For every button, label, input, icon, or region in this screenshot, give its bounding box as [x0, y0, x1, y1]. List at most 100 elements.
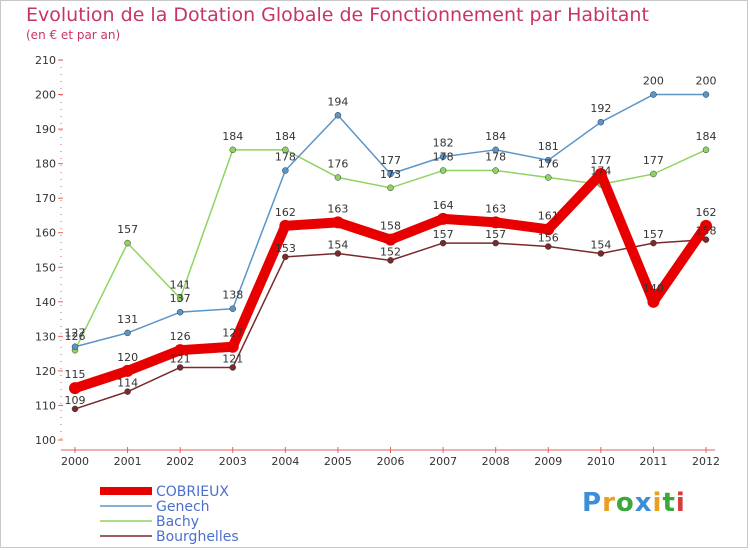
data-label: 152: [380, 245, 401, 258]
data-point: [226, 340, 239, 353]
data-label: 200: [643, 75, 664, 88]
y-tick-label: 130: [35, 330, 56, 343]
chart-subtitle: (en € et par an): [26, 28, 121, 42]
data-label: 194: [327, 95, 348, 108]
data-point: [176, 295, 184, 302]
x-tick-label: 2011: [639, 455, 667, 468]
legend-item-cobrieux: COBRIEUX: [100, 483, 239, 500]
data-label: 162: [696, 206, 717, 219]
data-label: 182: [433, 137, 454, 150]
data-label: 176: [538, 157, 559, 170]
data-point: [650, 91, 657, 98]
data-point: [702, 236, 710, 243]
logo-letter: i: [652, 488, 663, 518]
data-label: 121: [170, 352, 191, 365]
data-point: [124, 329, 131, 337]
data-point: [279, 219, 292, 232]
legend-label: Bourghelles: [156, 528, 239, 545]
data-label: 127: [222, 327, 243, 340]
data-label: 126: [65, 330, 86, 343]
series-line-bourghelles: [74, 238, 707, 410]
legend-label: COBRIEUX: [156, 483, 229, 500]
data-label: 173: [380, 168, 401, 181]
data-label: 174: [590, 164, 611, 177]
data-label: 158: [380, 220, 401, 233]
data-label: 137: [170, 292, 191, 305]
logo-letter: r: [602, 488, 616, 518]
legend-swatch: [100, 487, 152, 495]
y-tick-label: 140: [35, 296, 56, 309]
data-label: 153: [275, 242, 296, 255]
data-label: 181: [538, 140, 559, 153]
data-label: 177: [380, 154, 401, 167]
data-point: [594, 168, 607, 180]
data-point: [439, 239, 447, 247]
data-point: [384, 233, 397, 246]
data-label: 177: [643, 154, 664, 167]
legend-swatch: [100, 535, 152, 537]
data-label: 161: [538, 209, 559, 222]
data-point: [542, 223, 555, 236]
data-point: [437, 212, 450, 225]
x-tick-label: 2003: [219, 455, 247, 468]
data-point: [176, 364, 184, 371]
x-tick-label: 2009: [534, 455, 562, 468]
data-label: 176: [327, 157, 348, 170]
data-point: [69, 382, 81, 395]
y-tick-label: 180: [35, 158, 56, 171]
legend-swatch: [100, 505, 152, 507]
x-tick-label: 2005: [324, 455, 352, 468]
y-tick-label: 120: [35, 365, 56, 378]
legend-item-genech: Genech: [100, 498, 239, 515]
legend-label: Genech: [156, 498, 210, 515]
x-tick-label: 2007: [429, 455, 457, 468]
data-label: 192: [590, 102, 611, 115]
y-tick-label: 100: [35, 434, 56, 447]
data-point: [124, 388, 131, 395]
data-point: [702, 91, 710, 98]
y-tick-label: 150: [35, 261, 56, 274]
data-label: 154: [327, 238, 348, 251]
logo-letter: o: [615, 488, 635, 518]
x-tick-label: 2008: [482, 455, 510, 468]
legend-item-bachy: Bachy: [100, 514, 239, 530]
data-point: [334, 250, 342, 257]
data-point: [282, 167, 289, 174]
data-point: [176, 308, 184, 316]
data-label: 157: [433, 228, 454, 241]
data-point: [174, 344, 187, 357]
data-point: [387, 184, 394, 192]
y-tick-label: 190: [35, 123, 56, 136]
data-label: 120: [117, 351, 138, 364]
logo-letter: t: [662, 488, 676, 518]
data-point: [545, 174, 552, 181]
y-tick-label: 160: [35, 227, 56, 240]
data-label: 140: [643, 282, 664, 295]
logo-letter: x: [634, 488, 653, 518]
data-label: 126: [170, 330, 191, 343]
y-tick-label: 170: [35, 192, 56, 205]
x-tick-label: 2012: [692, 455, 720, 468]
logo-letter: P: [582, 488, 603, 518]
data-label: 184: [222, 130, 243, 143]
data-label: 157: [117, 223, 138, 236]
data-label: 184: [485, 130, 506, 143]
data-label: 157: [643, 228, 664, 241]
data-point: [545, 156, 552, 164]
data-point: [492, 239, 499, 247]
data-point: [650, 239, 657, 247]
data-point: [229, 364, 236, 371]
y-tick-label: 200: [35, 89, 56, 102]
legend: COBRIEUX Genech Bachy Bourghelles: [100, 483, 239, 545]
data-point: [229, 305, 236, 312]
data-label: 162: [275, 206, 296, 219]
data-point: [439, 153, 447, 160]
x-tick-label: 2001: [114, 455, 142, 468]
data-point: [334, 174, 342, 181]
data-point: [597, 250, 605, 257]
data-label: 163: [327, 202, 348, 215]
data-label: 115: [65, 368, 86, 381]
data-label: 178: [485, 151, 506, 164]
data-label: 178: [433, 151, 454, 164]
